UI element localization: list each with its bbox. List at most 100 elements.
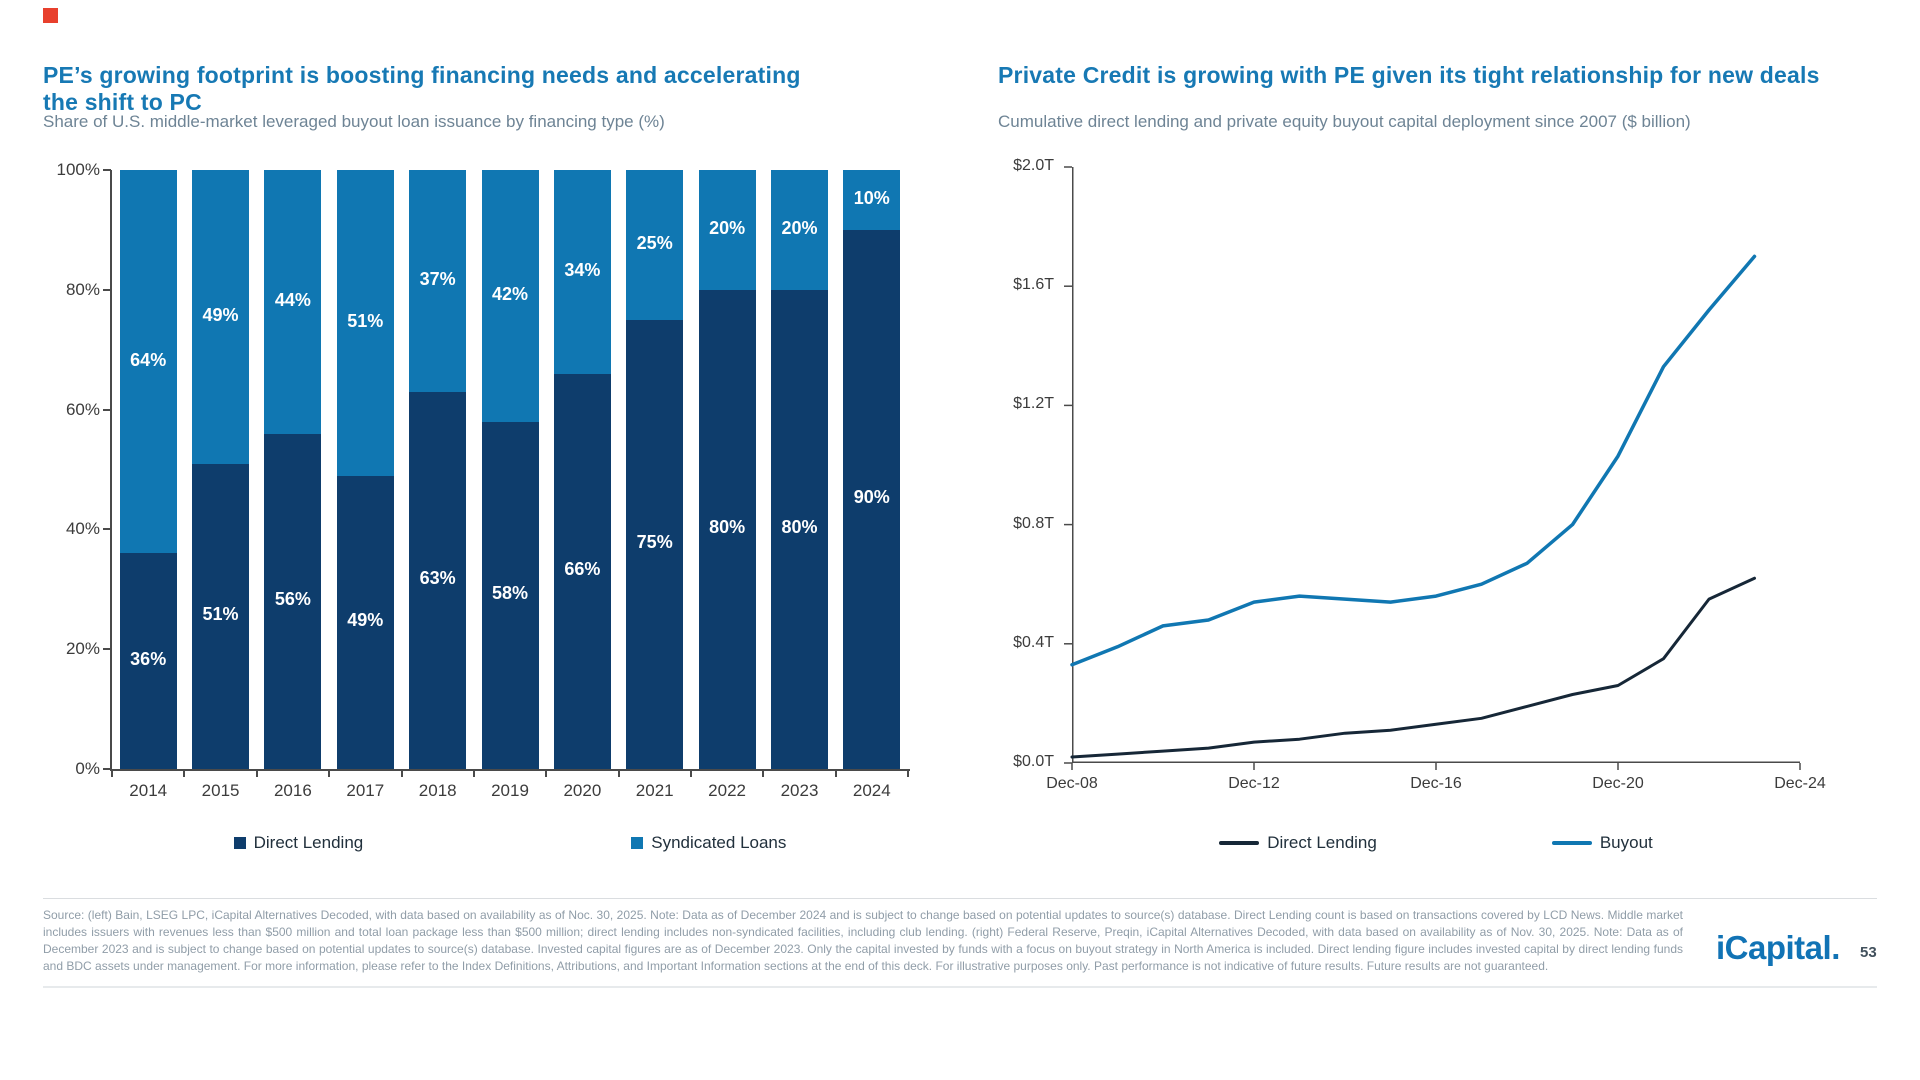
- bar-x-tick-mark: [472, 771, 475, 777]
- bar-value-label: 49%: [347, 610, 384, 631]
- line-y-tick-label: $2.0T: [1013, 157, 1054, 174]
- bar-value-label: 90%: [853, 487, 890, 508]
- bar-x-tick-label: 2015: [201, 781, 240, 800]
- line-y-tick-label: $0.4T: [1013, 633, 1054, 651]
- bottom-divider: [43, 986, 1877, 988]
- bar-column-2014: 64% 36%: [119, 170, 177, 769]
- line-y-tick-label: $0.0T: [1013, 753, 1054, 770]
- bar-value-label: 80%: [709, 517, 746, 538]
- bar-y-tick-label: 0%: [75, 759, 100, 778]
- line-x-tick-label: Dec-12: [1228, 775, 1280, 792]
- bar-column-2024: 10% 90%: [843, 170, 901, 769]
- bar-segment-direct-lending: [409, 391, 467, 769]
- bar-x-tick-label: 2021: [635, 781, 674, 800]
- bar-segment-syndicated-loans: [119, 170, 177, 554]
- bar-segment-direct-lending: [119, 553, 177, 769]
- bar-x-tick-mark: [834, 771, 837, 777]
- bar-segment-syndicated-loans: [626, 170, 684, 320]
- bar-value-label: 80%: [781, 517, 818, 538]
- bar-segment-direct-lending: [626, 319, 684, 770]
- legend-item-syndicated-loans: Syndicated Loans: [631, 833, 786, 853]
- bar-column-2015: 49% 51%: [192, 170, 249, 769]
- legend-item-direct-lending: Direct Lending: [233, 833, 364, 853]
- bar-x-tick-mark: [617, 771, 620, 777]
- bar-value-label: 20%: [709, 217, 746, 238]
- bar-segment-syndicated-loans: [771, 170, 828, 290]
- bar-column-2022: 20% 80%: [698, 170, 756, 769]
- line-y-tick-label: $1.2T: [1013, 395, 1054, 413]
- bar-column-2021: 25% 75%: [626, 170, 684, 770]
- bar-segment-syndicated-loans: [409, 170, 467, 392]
- bar-y-tick-label: 20%: [65, 639, 100, 659]
- bar-segment-syndicated-loans: [698, 170, 756, 290]
- bar-segment-syndicated-loans: [336, 170, 394, 476]
- bar-value-label: 10%: [853, 187, 890, 208]
- bar-y-tick-mark: [103, 648, 111, 651]
- legend-label: Syndicated Loans: [651, 833, 787, 852]
- bar-y-tick-label: 100%: [56, 160, 100, 179]
- bar-y-tick-mark: [103, 768, 111, 770]
- line-x-tick-label: Dec-20: [1592, 775, 1644, 792]
- legend-swatch-buyout: [1551, 841, 1592, 845]
- line-y-tick-label: $1.6T: [1013, 276, 1054, 294]
- bar-segment-syndicated-loans: [553, 170, 611, 374]
- line-x-tick-label: Dec-24: [1774, 775, 1826, 792]
- icapital-logo: iCapital.: [1716, 929, 1840, 966]
- bar-value-label: 75%: [636, 532, 673, 553]
- line-x-tick-label: Dec-08: [1046, 775, 1098, 792]
- bar-column-2018: 37% 63%: [409, 170, 467, 769]
- legend-swatch-direct-lending: [233, 837, 246, 849]
- bar-segment-direct-lending: [771, 289, 828, 769]
- bar-value-label: 34%: [564, 259, 601, 280]
- bar-y-tick-mark: [103, 169, 111, 171]
- bar-plot-area: 64% 36% 49% 51% 44% 56% 51% 49% 37% 63% 42% 58% 34% 6…: [112, 170, 908, 770]
- legend-item-direct-lending: Direct Lending: [1219, 833, 1377, 853]
- bar-value-label: 44%: [274, 289, 311, 310]
- bar-x-tick-mark: [400, 771, 403, 777]
- bar-column-2017: 51% 49%: [336, 170, 394, 769]
- bar-chart-legend: Direct Lending Syndicated Loans: [112, 833, 908, 853]
- page-number: 53: [1860, 944, 1877, 961]
- bar-value-label: 58%: [491, 583, 529, 604]
- legend-label: Direct Lending: [1267, 833, 1377, 852]
- bar-segment-syndicated-loans: [264, 170, 322, 434]
- legend-swatch-direct-lending: [1219, 841, 1260, 845]
- bar-segment-direct-lending: [264, 433, 322, 769]
- bar-x-tick-label: 2022: [708, 781, 746, 800]
- bar-x-tick-label: 2016: [273, 781, 312, 800]
- bar-x-tick-mark: [762, 771, 765, 777]
- left-chart-title: PE’s growing footprint is boosting finan…: [43, 62, 801, 115]
- right-chart-subtitle: Cumulative direct lending and private eq…: [998, 112, 1691, 131]
- line-chart-axes: [1072, 167, 1800, 763]
- bar-y-tick-label: 40%: [65, 519, 100, 539]
- bar-x-tick-label: 2014: [129, 781, 168, 800]
- bar-x-tick-label: 2024: [852, 781, 891, 800]
- right-chart-title: Private Credit is growing with PE given …: [998, 62, 1820, 88]
- bar-segment-syndicated-loans: [843, 170, 901, 230]
- left-chart-subtitle: Share of U.S. middle-market leveraged bu…: [43, 112, 665, 131]
- bar-segment-syndicated-loans: [481, 170, 539, 422]
- bar-value-label: 49%: [202, 304, 239, 325]
- bar-column-2023: 20% 80%: [771, 170, 828, 769]
- bar-value-label: 63%: [419, 568, 456, 589]
- bar-segment-direct-lending: [192, 463, 249, 769]
- legend-label: Direct Lending: [253, 833, 364, 852]
- bar-chart-baseline: [110, 769, 910, 771]
- bar-value-label: 25%: [636, 232, 673, 253]
- bar-x-tick-label: 2019: [491, 781, 529, 800]
- bar-value-label: 66%: [564, 559, 601, 580]
- brand-mark: [43, 8, 58, 23]
- bar-y-tick-mark: [103, 528, 111, 531]
- bar-y-tick-label: 60%: [65, 399, 100, 419]
- bar-value-label: 51%: [347, 310, 384, 331]
- bar-x-tick-mark: [689, 771, 692, 777]
- line-x-tick-label: Dec-16: [1410, 775, 1462, 792]
- bar-segment-direct-lending: [336, 475, 394, 769]
- bar-value-label: 42%: [491, 283, 529, 304]
- bar-segment-direct-lending: [843, 229, 901, 769]
- legend-swatch-syndicated-loans: [631, 837, 644, 849]
- bar-x-tick-mark: [328, 771, 331, 777]
- bar-x-tick-label: 2018: [418, 781, 457, 800]
- bar-value-label: 20%: [781, 217, 818, 238]
- bar-segment-syndicated-loans: [192, 170, 249, 464]
